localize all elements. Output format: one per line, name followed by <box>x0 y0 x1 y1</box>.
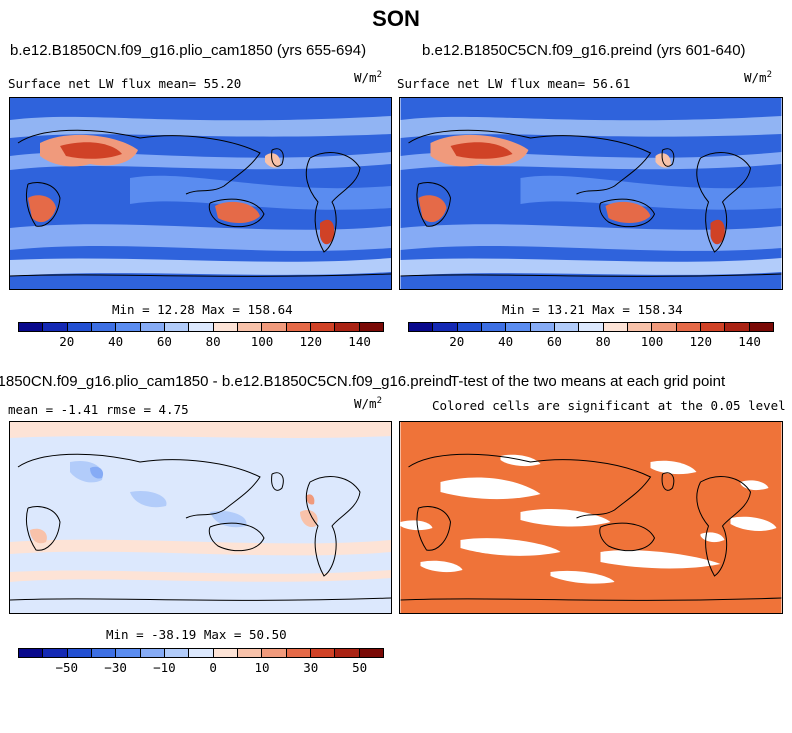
colorbar-swatch <box>19 323 44 331</box>
colorbar-tick-label: 60 <box>546 334 562 349</box>
panel1-title: b.e12.B1850CN.f09_g16.plio_cam1850 (yrs … <box>10 42 367 59</box>
colorbar-swatch <box>310 323 336 331</box>
colorbar-swatch <box>43 649 68 657</box>
colorbar-swatch <box>579 323 604 331</box>
panel2-mean-label: Surface net LW flux mean= 56.61 <box>397 76 631 91</box>
colorbar-swatch <box>409 323 434 331</box>
panel3-mean-label: mean = -1.41 rmse = 4.75 <box>8 402 189 417</box>
panel2-stats: Min = 13.21 Max = 158.34 <box>502 302 683 317</box>
panel3-map-svg <box>10 422 391 613</box>
colorbar-swatch <box>335 323 360 331</box>
panel1-map <box>9 97 392 290</box>
panel3-map <box>9 421 392 614</box>
colorbar-swatch <box>554 323 580 331</box>
panel2-map <box>399 97 783 290</box>
panel2-colorbar <box>408 322 774 332</box>
colorbar-swatch <box>359 323 383 331</box>
colorbar-swatch <box>603 323 628 331</box>
colorbar-swatch <box>359 649 383 657</box>
colorbar-tick-label: 40 <box>498 334 514 349</box>
colorbar-tick-label: −50 <box>55 660 79 675</box>
colorbar-tick-label: 100 <box>640 334 664 349</box>
colorbar-swatch <box>652 323 677 331</box>
panel1-mean-label: Surface net LW flux mean= 55.20 <box>8 76 242 91</box>
colorbar-tick-label: −30 <box>104 660 127 675</box>
colorbar-swatch <box>725 323 750 331</box>
colorbar-swatch <box>19 649 44 657</box>
colorbar-tick-label: 100 <box>250 334 274 349</box>
colorbar-swatch <box>506 323 531 331</box>
colorbar-tick-label: 0 <box>209 660 217 675</box>
colorbar-swatch <box>700 323 726 331</box>
colorbar-swatch <box>335 649 360 657</box>
colorbar-swatch <box>67 649 92 657</box>
panel1-stats: Min = 12.28 Max = 158.64 <box>112 302 293 317</box>
colorbar-swatch <box>91 323 117 331</box>
colorbar-tick-label: 80 <box>595 334 611 349</box>
colorbar-swatch <box>286 323 311 331</box>
colorbar-swatch <box>116 323 141 331</box>
colorbar-tick-label: 120 <box>299 334 323 349</box>
colorbar-swatch <box>140 649 165 657</box>
colorbar-swatch <box>627 323 653 331</box>
colorbar-tick-label: 20 <box>449 334 465 349</box>
panel3-stats: Min = -38.19 Max = 50.50 <box>106 627 287 642</box>
colorbar-tick-label: 30 <box>303 660 319 675</box>
colorbar-swatch <box>67 323 92 331</box>
colorbar-swatch <box>189 323 214 331</box>
colorbar-tick-label: 20 <box>59 334 75 349</box>
panel1-map-svg <box>10 98 391 289</box>
panel3-title-clip: b.e12.B1850CN.f09_g16.plio_cam1850 - b.e… <box>0 373 452 393</box>
colorbar-swatch <box>164 323 190 331</box>
colorbar-swatch <box>262 323 287 331</box>
colorbar-tick-label: 60 <box>156 334 172 349</box>
colorbar-tick-label: 50 <box>352 660 368 675</box>
colorbar-swatch <box>262 649 287 657</box>
colorbar-swatch <box>91 649 117 657</box>
colorbar-swatch <box>481 323 507 331</box>
colorbar-swatch <box>310 649 336 657</box>
colorbar-swatch <box>116 649 141 657</box>
panel4-map-svg <box>400 422 782 613</box>
colorbar-swatch <box>286 649 311 657</box>
panel2-colorbar-labels: 20 40 60 80 100 120 140 <box>408 334 774 350</box>
panel3-colorbar-labels: −50 −30 −10 0 10 30 50 <box>18 660 384 676</box>
panel3-colorbar <box>18 648 384 658</box>
panel1-colorbar-labels: 20 40 60 80 100 120 140 <box>18 334 384 350</box>
panel1-colorbar <box>18 322 384 332</box>
panel2-map-svg <box>400 98 782 289</box>
colorbar-tick-label: 40 <box>108 334 124 349</box>
panel3-title: b.e12.B1850CN.f09_g16.plio_cam1850 - b.e… <box>0 373 452 390</box>
colorbar-swatch <box>189 649 214 657</box>
colorbar-tick-label: 120 <box>689 334 713 349</box>
panel3-units: W/m2 <box>354 396 382 412</box>
colorbar-swatch <box>457 323 482 331</box>
panel1-units: W/m2 <box>354 70 382 86</box>
season-title: SON <box>372 6 420 31</box>
colorbar-swatch <box>433 323 458 331</box>
colorbar-swatch <box>237 323 263 331</box>
colorbar-swatch <box>43 323 68 331</box>
colorbar-tick-label: 80 <box>205 334 221 349</box>
colorbar-tick-label: 10 <box>254 660 270 675</box>
panel4-note: Colored cells are significant at the 0.0… <box>432 398 786 413</box>
panel4-title: T-test of the two means at each grid poi… <box>450 373 726 390</box>
colorbar-swatch <box>140 323 165 331</box>
panel2-units: W/m2 <box>744 70 772 86</box>
colorbar-swatch <box>530 323 555 331</box>
colorbar-swatch <box>676 323 701 331</box>
colorbar-tick-label: 140 <box>738 334 761 349</box>
colorbar-swatch <box>749 323 773 331</box>
colorbar-swatch <box>237 649 263 657</box>
colorbar-swatch <box>164 649 190 657</box>
panel2-title: b.e12.B1850C5CN.f09_g16.preind (yrs 601-… <box>422 42 746 59</box>
colorbar-swatch <box>213 649 238 657</box>
panel4-map <box>399 421 783 614</box>
colorbar-tick-label: 140 <box>348 334 371 349</box>
colorbar-tick-label: −10 <box>153 660 176 675</box>
colorbar-swatch <box>213 323 238 331</box>
